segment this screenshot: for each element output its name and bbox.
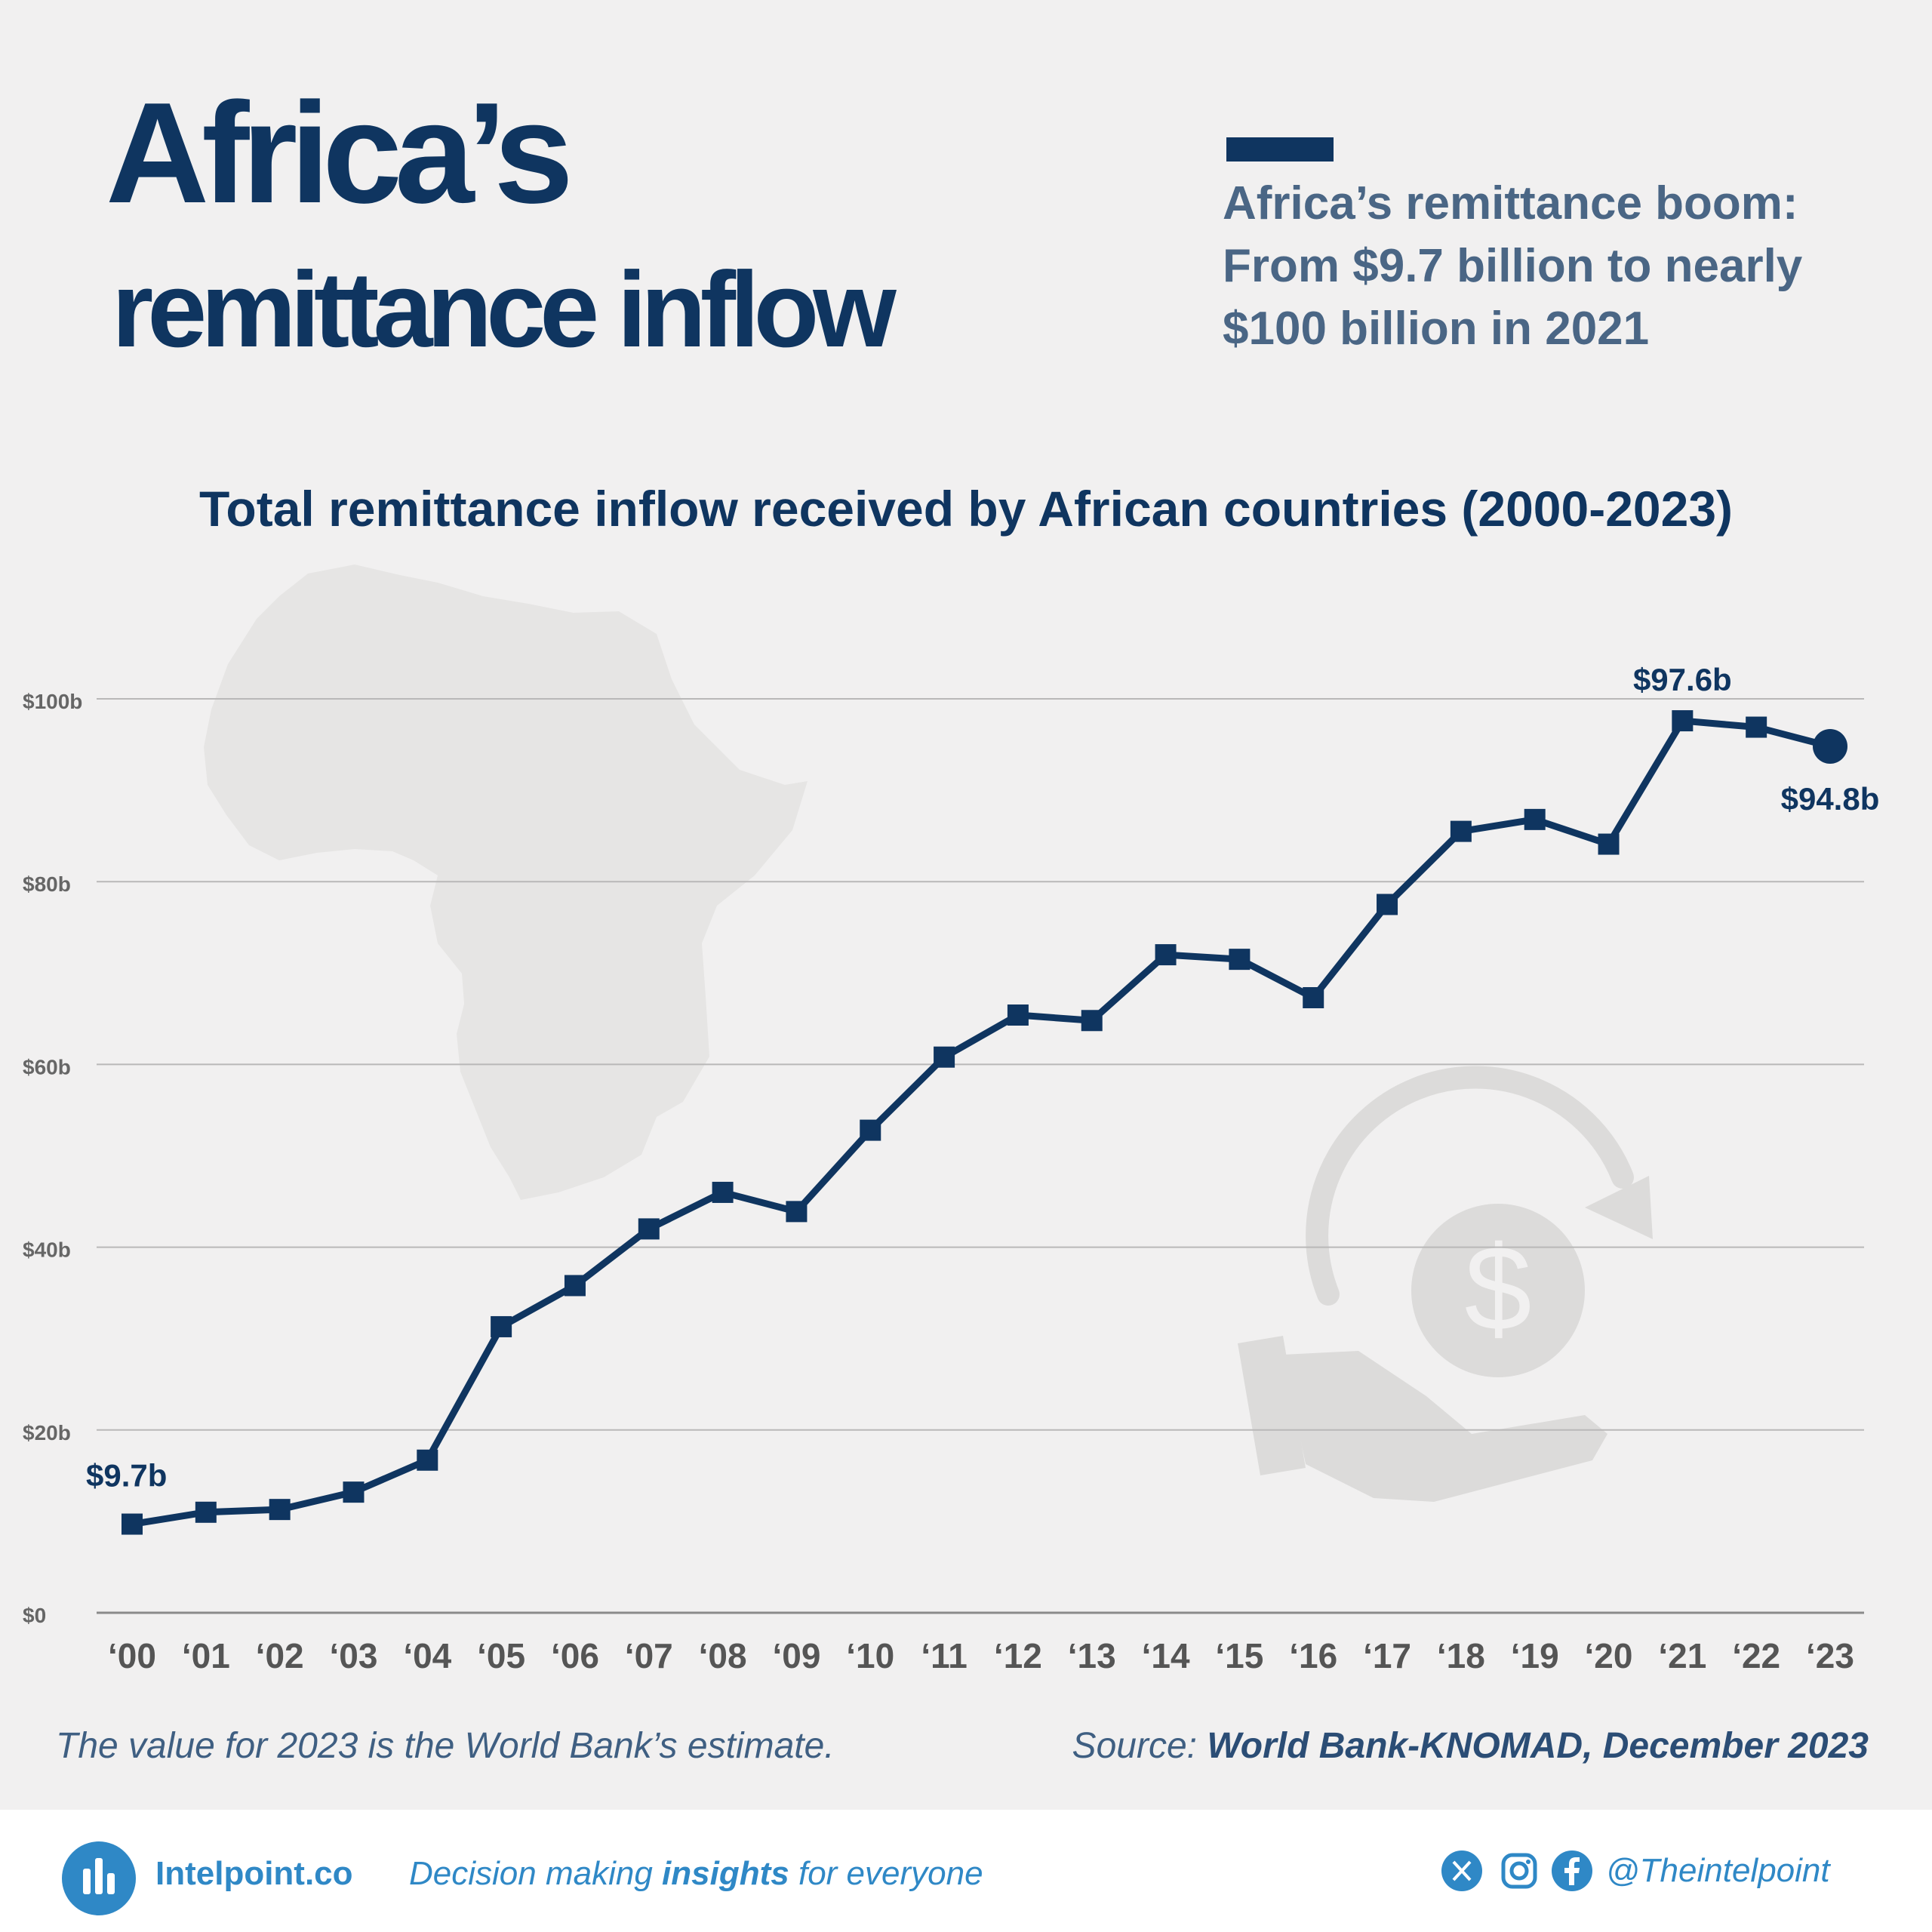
svg-text:$: $ (1465, 1220, 1532, 1355)
data-point (638, 1218, 660, 1240)
tagline: Decision making insights for everyone (409, 1855, 983, 1893)
data-point (1081, 1010, 1103, 1032)
x-tick-label: ‘23 (1806, 1636, 1854, 1675)
data-point (786, 1201, 808, 1223)
data-label: $97.6b (1633, 662, 1732, 697)
data-point (122, 1513, 143, 1535)
intelpoint-logo-icon[interactable] (62, 1841, 136, 1915)
x-tick-label: ‘03 (330, 1636, 378, 1675)
footer: Intelpoint.co Decision making insights f… (0, 1810, 1932, 1932)
data-point (491, 1315, 512, 1337)
data-point (1450, 820, 1472, 842)
y-tick-label: $80b (23, 872, 71, 896)
x-tick-label: ‘06 (551, 1636, 599, 1675)
x-tick-label: ‘02 (256, 1636, 304, 1675)
accent-dash (1226, 137, 1334, 162)
tagline-post: for everyone (798, 1855, 983, 1892)
data-point (195, 1501, 217, 1523)
x-tick-label: ‘17 (1363, 1636, 1411, 1675)
subtitle: Africa’s remittance boom: From $9.7 bill… (1223, 177, 1803, 355)
x-tick-label: ‘19 (1511, 1636, 1559, 1675)
brand-name[interactable]: Intelpoint.co (155, 1855, 353, 1892)
x-tick-label: ‘01 (182, 1636, 230, 1675)
x-tick-label: ‘21 (1658, 1636, 1706, 1675)
data-point (1672, 710, 1694, 732)
series-line (122, 710, 1847, 1535)
y-tick-label: $60b (23, 1055, 71, 1078)
source-name: World Bank-KNOMAD, December 2023 (1207, 1726, 1869, 1766)
title-line-2: remittance inflow (112, 250, 897, 370)
data-point (934, 1046, 955, 1068)
x-tick-label: ‘08 (699, 1636, 747, 1675)
data-point (1229, 949, 1251, 971)
data-point (1303, 986, 1324, 1008)
x-tick-label: ‘13 (1068, 1636, 1116, 1675)
x-tick-label: ‘18 (1437, 1636, 1485, 1675)
line-chart: $ $0$20b$40b$60b$80b$100b ‘00 ‘01 ‘02 ‘03 ‘0… (23, 565, 1879, 1675)
x-tick-label: ‘07 (625, 1636, 673, 1675)
x-tick-label: ‘04 (403, 1636, 451, 1675)
data-point (1813, 728, 1847, 764)
source-label: Source: (1072, 1726, 1197, 1766)
y-tick-label: $20b (23, 1421, 71, 1444)
tagline-bold: insights (662, 1855, 789, 1892)
data-point (712, 1181, 734, 1203)
x-tick-label: ‘00 (108, 1636, 156, 1675)
grid-lines (97, 698, 1864, 1614)
x-tick-label: ‘09 (772, 1636, 820, 1675)
estimate-note: The value for 2023 is the World Bank’s e… (56, 1726, 835, 1766)
x-tick-label: ‘10 (846, 1636, 894, 1675)
data-point (1598, 833, 1620, 855)
data-point (1524, 808, 1546, 830)
y-axis-ticks: $0 $20b $40b $60b $80b $100b (23, 690, 82, 1627)
data-point (1155, 944, 1177, 966)
data-point (1377, 894, 1398, 915)
y-tick-label: $100b (23, 690, 82, 713)
data-point (1746, 716, 1767, 738)
x-icon[interactable] (1441, 1850, 1482, 1891)
x-tick-label: ‘20 (1585, 1636, 1633, 1675)
x-tick-label: ‘05 (477, 1636, 525, 1675)
data-point (860, 1119, 881, 1141)
data-point (1007, 1004, 1029, 1026)
x-tick-label: ‘15 (1215, 1636, 1263, 1675)
tagline-pre: Decision making (409, 1855, 653, 1892)
x-tick-label: ‘22 (1732, 1636, 1780, 1675)
data-label: $9.7b (86, 1458, 167, 1494)
x-tick-label: ‘11 (921, 1636, 967, 1675)
x-tick-label: ‘16 (1289, 1636, 1337, 1675)
title-line-1: Africa’s (106, 73, 574, 233)
money-hand-icon: $ (1238, 1066, 1653, 1502)
y-tick-label: $0 (23, 1604, 46, 1627)
data-point (269, 1499, 291, 1521)
y-tick-label: $40b (23, 1238, 71, 1262)
instagram-icon[interactable] (1499, 1850, 1540, 1891)
data-label: $94.8b (1781, 781, 1880, 817)
data-point (343, 1481, 365, 1503)
x-tick-label: ‘14 (1142, 1636, 1190, 1675)
data-point (417, 1449, 438, 1471)
chart-title: Total remittance inflow received by Afri… (198, 481, 1733, 537)
data-point (564, 1275, 586, 1297)
x-axis-ticks: ‘00 ‘01 ‘02 ‘03 ‘04 ‘05 ‘06 ‘07 ‘08 ‘09 ‘10 ‘11 ‘12 ‘… (108, 1636, 1854, 1675)
x-tick-label: ‘12 (994, 1636, 1042, 1675)
source-note: Source: World Bank-KNOMAD, December 2023 (1072, 1725, 1869, 1767)
series-path (131, 717, 1832, 1527)
social-handle[interactable]: @Theintelpoint (1606, 1852, 1830, 1889)
facebook-icon[interactable] (1552, 1850, 1592, 1891)
data-annotations: $9.7b $97.6b $94.8b (86, 662, 1879, 1493)
